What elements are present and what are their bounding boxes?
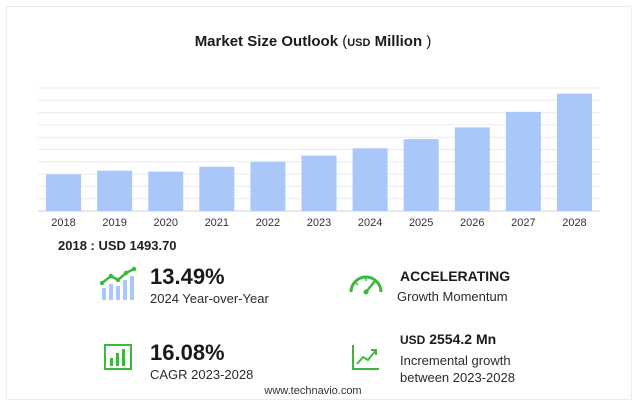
- cagr-label: CAGR 2023-2028: [150, 367, 254, 382]
- incremental-amount: 2554.2 Mn: [429, 331, 497, 347]
- x-tick-label: 2019: [102, 217, 126, 229]
- x-tick-label: 2020: [153, 217, 177, 229]
- x-tick-label: 2023: [307, 217, 331, 229]
- x-tick-label: 2026: [460, 217, 484, 229]
- momentum-label: Growth Momentum: [397, 289, 508, 304]
- title-suffix: Million: [374, 33, 423, 50]
- bar-2019: [97, 170, 133, 211]
- bar-2025: [403, 139, 439, 211]
- momentum-title: ACCELERATING: [400, 268, 511, 284]
- cagr-value: 16.08%: [150, 340, 225, 365]
- bar-2020: [148, 171, 184, 211]
- bar-2024: [352, 148, 388, 211]
- x-tick-label: 2021: [205, 217, 229, 229]
- line-growth-icon: [352, 345, 379, 370]
- card-frame: [6, 6, 632, 400]
- x-tick-label: 2025: [409, 217, 433, 229]
- title-main: Market Size Outlook: [194, 33, 339, 50]
- incremental-label-2: between 2023-2028: [400, 370, 515, 385]
- x-tick-label: 2018: [51, 217, 75, 229]
- incremental-label-1: Incremental growth: [400, 353, 511, 368]
- bar-chart: 2018 2019 2020 2021 2022 2023 2024 2025 2026 2027…: [38, 87, 600, 229]
- incremental-unit: USD: [400, 333, 426, 347]
- bar-2021: [199, 166, 235, 211]
- chart-title: Market Size Outlook (USD Million ): [0, 33, 626, 50]
- base-year-value: 2018 : USD 1493.70: [58, 238, 177, 253]
- x-tick-label: 2027: [511, 217, 535, 229]
- x-tick-label: 2024: [358, 217, 382, 229]
- x-tick-label: 2022: [256, 217, 280, 229]
- yoy-label: 2024 Year-over-Year: [150, 291, 269, 306]
- footer-url[interactable]: www.technavio.com: [264, 385, 362, 397]
- bar-2026: [454, 127, 490, 211]
- bar-2018: [46, 174, 82, 211]
- title-paren-open: (: [342, 33, 348, 50]
- title-unit: USD: [347, 37, 371, 49]
- speedometer-icon: [349, 275, 383, 295]
- bar-2022: [250, 161, 286, 211]
- incremental-value: USD 2554.2 Mn: [400, 331, 496, 347]
- bar-growth-icon: [100, 266, 136, 300]
- yoy-value: 13.49%: [150, 264, 225, 289]
- title-paren-close: ): [426, 33, 432, 50]
- x-tick-label: 2028: [562, 217, 586, 229]
- bar-2027: [505, 111, 541, 211]
- bar-chart-icon: [104, 344, 132, 370]
- bar-2028: [556, 93, 592, 211]
- bar-2023: [301, 155, 337, 211]
